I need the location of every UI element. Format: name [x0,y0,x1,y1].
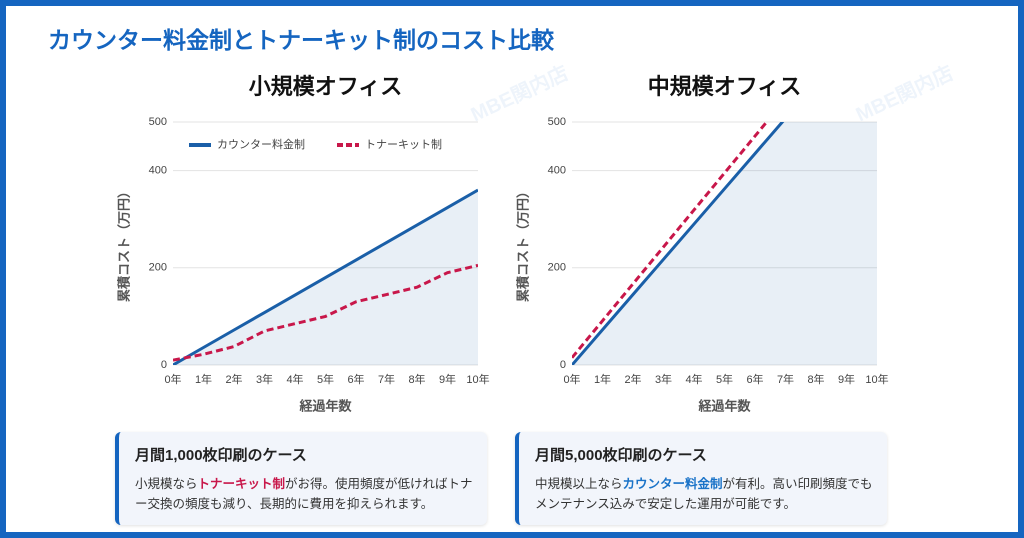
case-box: 月間5,000枚印刷のケース 中規模以上ならカウンター料金制が有利。高い印刷頻度… [515,432,887,525]
series-line [173,188,478,365]
x-tick-label: 10年 [466,372,489,386]
y-tick-label: 400 [548,165,566,177]
case-title: 月間5,000枚印刷のケース [535,447,707,464]
y-tick-label: 0 [161,359,167,371]
text: が有利。高い印刷頻度でもメンテナンス込みで安定した運用が可能です。 [535,477,873,511]
x-tick-label: 9年 [439,372,456,386]
plot [572,122,877,365]
case-title: 月間1,000枚印刷のケース [135,447,307,464]
chart-title: 小規模オフィス [249,74,403,99]
x-tick-label: 5年 [317,372,334,386]
y-axis-label: 累積コスト（万円） [116,185,131,302]
case-text: 小規模ならトナーキット制がお得。使用頻度が低ければトナー交換の頻度も減り、長期的… [135,474,475,514]
text: 小規模なら [135,477,198,491]
series-line [572,122,785,365]
x-tick-label: 8年 [408,372,425,386]
area [572,122,877,365]
y-tick-label: 0 [560,359,566,371]
watermark: MBE関内店 [852,60,957,126]
x-tick-label: 3年 [256,372,273,386]
x-tick-label: 1年 [594,372,611,386]
x-tick-label: 8年 [807,372,824,386]
x-tick-label: 2年 [225,372,242,386]
x-tick-label: 5年 [716,372,733,386]
chart-title: 中規模オフィス [648,74,802,99]
case-text: 中規模以上ならカウンター料金制が有利。高い印刷頻度でもメンテナンス込みで安定した… [535,474,875,514]
y-axis-label: 累積コスト（万円） [515,185,530,302]
x-tick-label: 7年 [777,372,794,386]
x-tick-label: 6年 [347,372,364,386]
legend-label: カウンター料金制 [217,137,305,151]
page-title: カウンター料金制とトナーキット制のコスト比較 [48,27,554,53]
x-tick-label: 7年 [378,372,395,386]
highlight: トナーキット制 [197,477,286,491]
y-tick-label: 400 [149,165,167,177]
x-axis-label: 経過年数 [298,398,352,413]
case-box: 月間1,000枚印刷のケース 小規模ならトナーキット制がお得。使用頻度が低ければ… [115,432,487,525]
x-tick-label: 0年 [563,372,580,386]
y-tick-label: 200 [548,262,566,274]
x-axis-label: 経過年数 [697,398,751,413]
plot [173,188,478,365]
series-line [572,122,769,359]
x-tick-label: 4年 [286,372,303,386]
y-tick-label: 200 [149,262,167,274]
series-line [173,263,478,362]
x-tick-label: 10年 [865,372,888,386]
x-tick-label: 6年 [746,372,763,386]
y-tick-label: 500 [548,116,566,128]
text: 中規模以上なら [535,477,623,491]
x-tick-label: 0年 [164,372,181,386]
text: がお得。使用頻度が低ければトナー交換の頻度も減り、長期的に費用を抑えられます。 [135,477,473,511]
x-tick-label: 4年 [685,372,702,386]
legend-label: トナーキット制 [365,138,442,151]
y-tick-label: 500 [149,116,167,128]
x-tick-label: 2年 [624,372,641,386]
x-tick-label: 3年 [655,372,672,386]
x-tick-label: 1年 [195,372,212,386]
x-tick-label: 9年 [838,372,855,386]
highlight: カウンター料金制 [622,477,723,491]
